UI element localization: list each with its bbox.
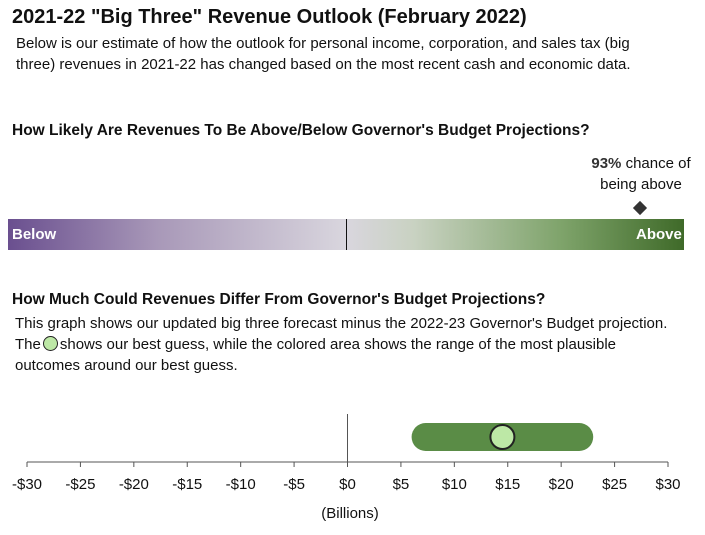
x-tick-label: $5 — [393, 476, 410, 493]
difference-heading: How Much Could Revenues Differ From Gove… — [12, 291, 546, 308]
difference-text-after: shows our best guess, while the colored … — [15, 336, 617, 374]
best-guess-legend-icon — [42, 336, 58, 351]
x-tick-label: $0 — [339, 476, 356, 493]
x-tick-label: $20 — [549, 476, 574, 493]
best-guess-point — [489, 424, 516, 450]
x-tick-label: -$30 — [12, 476, 42, 493]
likelihood-heading: How Likely Are Revenues To Be Above/Belo… — [12, 122, 590, 139]
x-tick-label: -$15 — [172, 476, 202, 493]
page-title: 2021-22 "Big Three" Revenue Outlook (Feb… — [12, 6, 527, 28]
intro-text: Below is our estimate of how the outlook… — [16, 35, 631, 73]
x-tick-label: $25 — [602, 476, 627, 493]
chance-text-2: being above — [600, 176, 682, 193]
chance-percent: 93% — [591, 155, 622, 172]
difference-text-before: This graph shows our updated big three f… — [15, 315, 668, 353]
x-tick-label: $15 — [495, 476, 520, 493]
x-axis-label: (Billions) — [321, 505, 379, 522]
range-chart: -$30 -$25 -$20 -$15 -$10 -$5 $0 $5 $10 $15 $20 $25 $… — [12, 414, 681, 493]
x-tick-label: -$20 — [119, 476, 149, 493]
x-tick-label: -$5 — [283, 476, 305, 493]
probability-marker — [632, 200, 648, 216]
x-tick-label: -$25 — [65, 476, 95, 493]
difference-text: This graph shows our updated big three f… — [15, 313, 685, 376]
below-label: Below — [12, 226, 57, 243]
chance-text-1: chance of — [625, 155, 691, 172]
likelihood-midline — [346, 219, 347, 250]
x-tick-label: $30 — [655, 476, 680, 493]
x-tick-label: -$10 — [226, 476, 256, 493]
x-tick-label: $10 — [442, 476, 467, 493]
chance-label: 93% chance of being above — [570, 153, 705, 195]
above-label: Above — [636, 226, 682, 243]
